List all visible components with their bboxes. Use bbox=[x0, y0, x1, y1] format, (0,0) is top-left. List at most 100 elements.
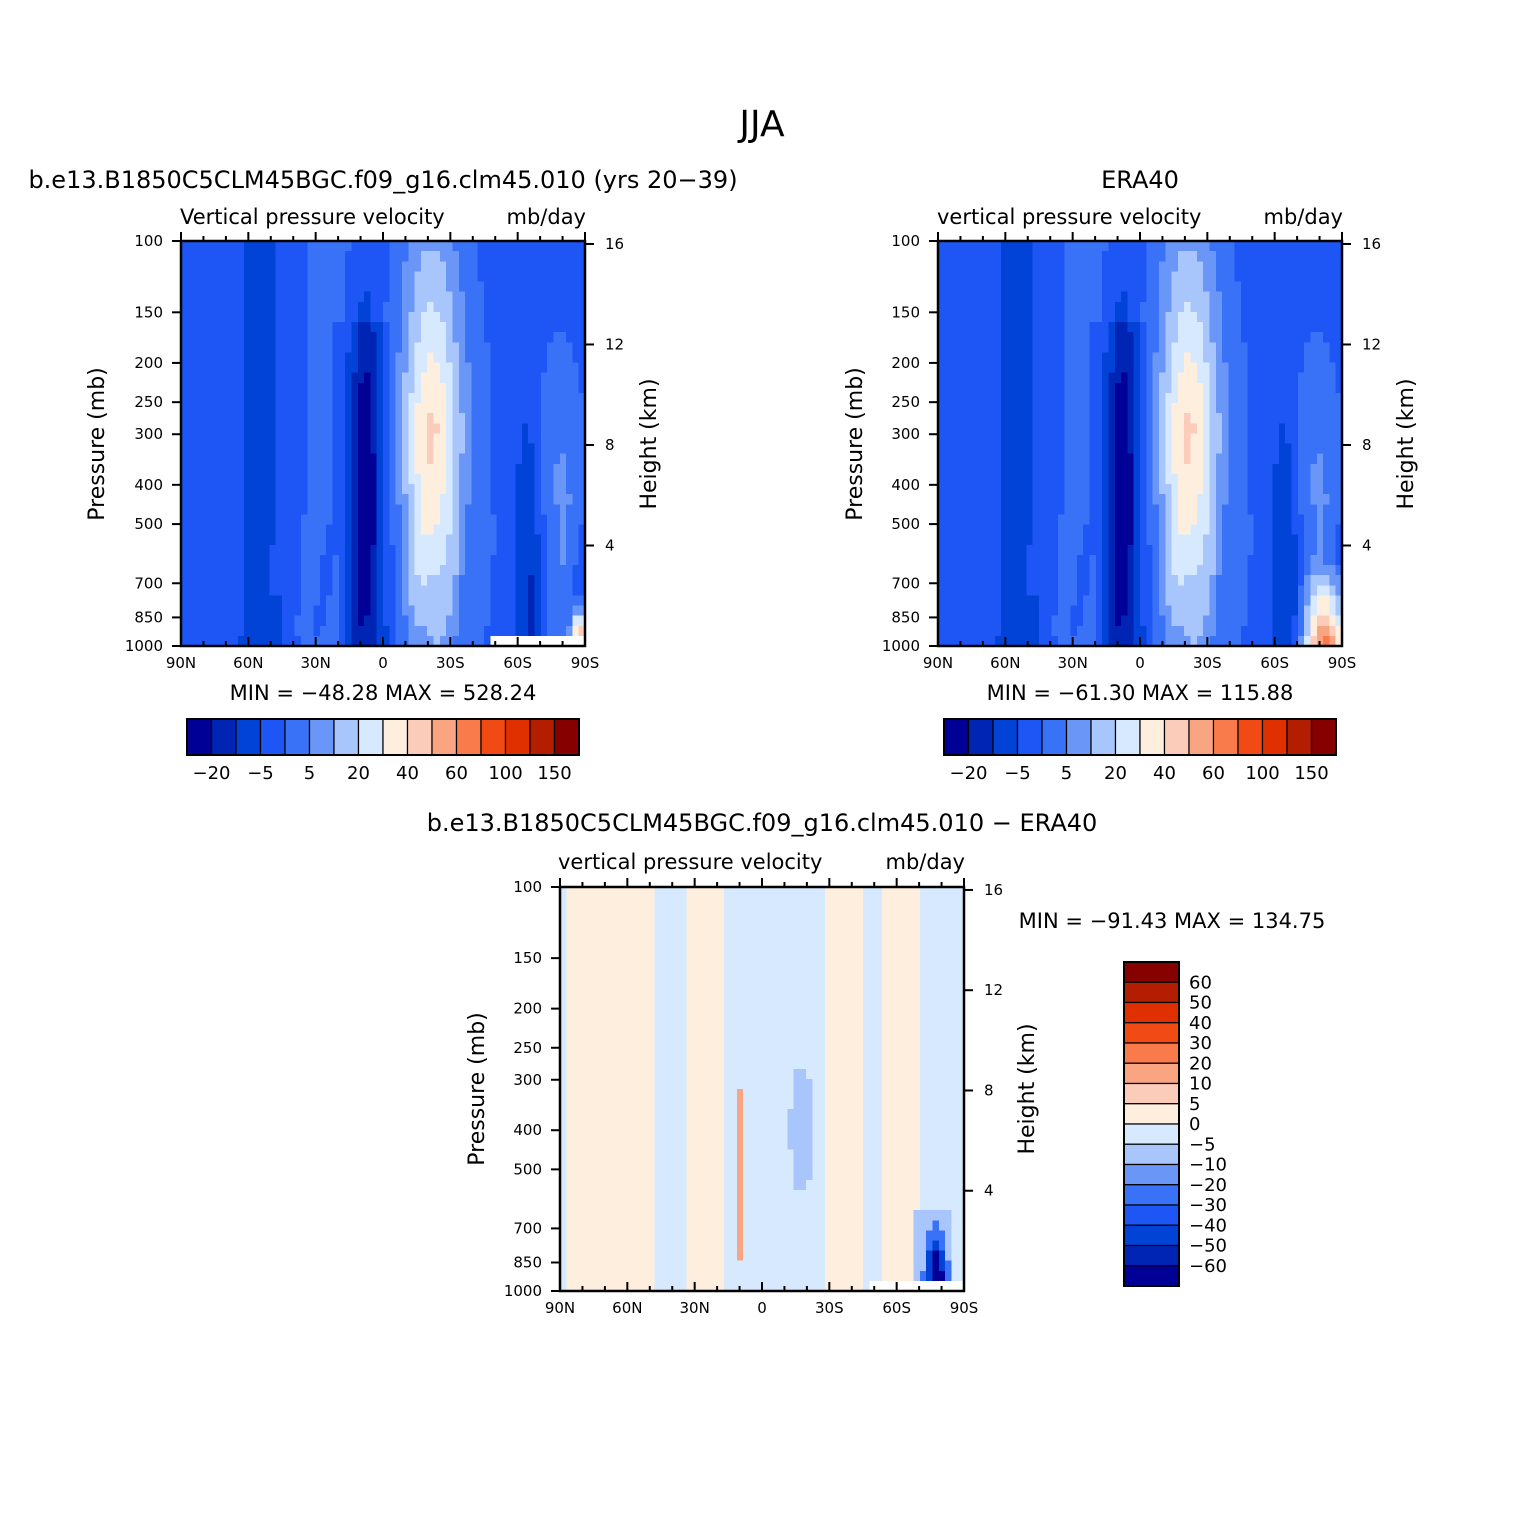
contour-cell bbox=[956, 443, 964, 455]
contour-cell bbox=[458, 413, 466, 424]
contour-cell bbox=[263, 534, 270, 546]
contour-cell bbox=[376, 453, 384, 465]
contour-cell bbox=[944, 605, 952, 617]
contour-cell bbox=[427, 332, 435, 343]
contour-cell bbox=[1013, 544, 1021, 556]
contour-cell bbox=[994, 291, 1002, 303]
contour-cell bbox=[1297, 595, 1305, 607]
contour-cell bbox=[1102, 352, 1110, 364]
contour-cell bbox=[956, 565, 964, 576]
contour-cell bbox=[282, 504, 289, 515]
contour-cell bbox=[1158, 534, 1166, 546]
contour-cell bbox=[578, 281, 586, 293]
contour-cell bbox=[1228, 403, 1236, 414]
contour-cell bbox=[433, 372, 441, 384]
contour-cell bbox=[370, 484, 378, 495]
contour-cell bbox=[181, 524, 188, 536]
contour-cell bbox=[1121, 575, 1128, 586]
contour-cell bbox=[199, 403, 207, 414]
contour-cell bbox=[319, 534, 327, 546]
contour-cell bbox=[250, 443, 258, 455]
contour-cell bbox=[1196, 392, 1204, 404]
contour-cell bbox=[1064, 392, 1072, 404]
contour-cell bbox=[988, 453, 996, 465]
contour-cell bbox=[528, 635, 536, 647]
contour-cell bbox=[572, 635, 580, 647]
contour-cell bbox=[364, 332, 371, 343]
contour-cell bbox=[1032, 504, 1040, 515]
contour-cell bbox=[275, 544, 283, 556]
contour-cell bbox=[231, 625, 239, 637]
contour-cell bbox=[1070, 554, 1078, 566]
contour-cell bbox=[1089, 241, 1097, 252]
contour-cell bbox=[300, 504, 308, 515]
contour-cell bbox=[1228, 585, 1236, 596]
contour-cell bbox=[490, 291, 498, 303]
contour-cell bbox=[1285, 403, 1293, 414]
contour-cell bbox=[1253, 261, 1261, 272]
contour-cell bbox=[256, 251, 264, 262]
contour-cell bbox=[300, 241, 308, 252]
contour-cell bbox=[345, 332, 353, 343]
colorbar-swatch bbox=[382, 718, 409, 756]
contour-cell bbox=[332, 392, 340, 404]
contour-cell bbox=[1158, 392, 1166, 404]
contour-cell bbox=[938, 484, 945, 495]
contour-cell bbox=[547, 362, 555, 374]
contour-cell bbox=[1158, 453, 1166, 465]
contour-cell bbox=[294, 271, 302, 283]
contour-cell bbox=[218, 473, 226, 485]
contour-cell bbox=[963, 585, 971, 596]
contour-cell bbox=[1158, 473, 1166, 485]
contour-cell bbox=[408, 392, 416, 404]
contour-cell bbox=[1133, 392, 1141, 404]
contour-cell bbox=[490, 625, 498, 637]
contour-cell bbox=[193, 261, 201, 272]
contour-cell bbox=[1272, 413, 1280, 424]
contour-cell bbox=[1335, 484, 1343, 495]
contour-cell bbox=[496, 625, 504, 637]
contour-cell bbox=[465, 635, 472, 647]
contour-cell bbox=[408, 544, 416, 556]
contour-cell bbox=[982, 433, 990, 445]
contour-cell bbox=[357, 423, 365, 434]
contour-cell bbox=[1316, 241, 1324, 252]
contour-cell bbox=[515, 261, 523, 272]
contour-cell bbox=[420, 261, 428, 272]
contour-cell bbox=[1329, 504, 1337, 515]
contour-cell bbox=[433, 565, 441, 576]
contour-cell bbox=[452, 615, 460, 627]
contour-cell bbox=[1064, 332, 1072, 343]
contour-cell bbox=[553, 625, 561, 637]
contour-cell bbox=[1266, 352, 1274, 364]
contour-cell bbox=[256, 311, 264, 323]
contour-cell bbox=[225, 271, 233, 283]
contour-cell bbox=[1001, 403, 1009, 414]
contour-cell bbox=[1108, 271, 1116, 283]
contour-cell bbox=[988, 332, 996, 343]
contour-cell bbox=[1121, 565, 1128, 576]
contour-cell bbox=[193, 392, 201, 404]
contour-cell bbox=[427, 473, 435, 485]
contour-cell bbox=[1152, 382, 1160, 394]
contour-cell bbox=[988, 443, 996, 455]
contour-cell bbox=[502, 534, 510, 546]
contour-cell bbox=[1241, 271, 1248, 283]
contour-cell bbox=[218, 261, 226, 272]
contour-cell bbox=[383, 311, 390, 323]
contour-cell bbox=[1310, 524, 1318, 536]
contour-cell bbox=[307, 524, 315, 536]
contour-cell bbox=[1329, 362, 1337, 374]
contour-cell bbox=[231, 352, 239, 364]
contour-cell bbox=[509, 372, 517, 384]
x-tick-label: 90N bbox=[166, 654, 196, 672]
contour-cell bbox=[578, 514, 586, 526]
contour-cell bbox=[1133, 241, 1141, 252]
contour-cell bbox=[206, 251, 214, 262]
contour-cell bbox=[1165, 473, 1173, 485]
contour-cell bbox=[1297, 301, 1305, 313]
contour-cell bbox=[484, 362, 491, 374]
contour-cell bbox=[963, 554, 971, 566]
contour-cell bbox=[351, 595, 359, 607]
contour-cell bbox=[433, 625, 441, 637]
